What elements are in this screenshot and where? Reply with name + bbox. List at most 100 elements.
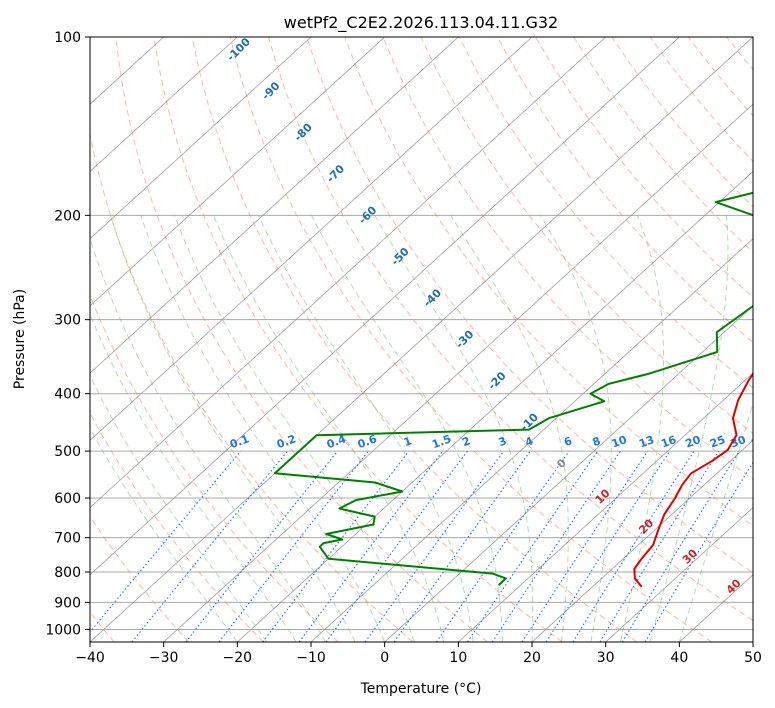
x-axis-title: Temperature (°C) bbox=[360, 681, 482, 697]
y-tick-label: 100 bbox=[54, 30, 81, 46]
mixing-ratio-label: 0.1 bbox=[228, 432, 251, 451]
moist-adiabat-line bbox=[90, 312, 297, 642]
mixing-ratio-line bbox=[491, 450, 621, 642]
x-tick-label: 10 bbox=[449, 650, 467, 666]
isotherm-line bbox=[90, 37, 753, 642]
moist-adiabat-line bbox=[110, 215, 356, 642]
mixing-ratio-label: 13 bbox=[637, 433, 656, 450]
dry-adiabat-line bbox=[90, 515, 190, 642]
x-tick-label: 50 bbox=[744, 650, 762, 666]
mixing-ratio-label: 2 bbox=[461, 434, 473, 449]
mixing-ratio-label: 25 bbox=[708, 433, 727, 450]
temperature-profile-line bbox=[633, 371, 753, 588]
isotherm-line bbox=[90, 37, 312, 240]
y-tick-label: 300 bbox=[54, 313, 81, 329]
mixing-ratio-label: 8 bbox=[591, 434, 603, 449]
isotherm-line bbox=[237, 170, 753, 642]
x-tick-label: −40 bbox=[75, 650, 105, 666]
dry-adiabat-line bbox=[115, 37, 488, 642]
isotherm-line bbox=[90, 37, 385, 307]
mixing-ratio-label: 1.5 bbox=[430, 432, 453, 451]
x-tick-label: 0 bbox=[380, 650, 389, 666]
mixing-ratio-label: 10 bbox=[610, 433, 629, 451]
isotherm-line bbox=[90, 37, 238, 172]
moist-adiabat-line bbox=[140, 215, 386, 642]
y-tick-label: 200 bbox=[54, 208, 81, 224]
x-tick-label: 30 bbox=[597, 650, 615, 666]
mixing-ratio-line bbox=[298, 450, 444, 642]
moist-adiabats bbox=[90, 215, 753, 642]
plot-area: 0.10.20.40.611.52346810131620253036-100-… bbox=[90, 37, 768, 642]
mixing-ratio-line bbox=[90, 450, 242, 633]
plot-frame bbox=[89, 36, 754, 643]
isotherm-line bbox=[310, 238, 753, 642]
mixing-ratio-line bbox=[393, 450, 531, 642]
isotherm-line bbox=[458, 372, 753, 642]
mixing-ratio-line bbox=[262, 450, 410, 642]
dry-adiabat-line bbox=[535, 37, 753, 298]
moist-adiabat-line bbox=[374, 215, 534, 642]
y-tick-label: 400 bbox=[54, 387, 81, 403]
mixing-ratio-label: 20 bbox=[684, 433, 703, 451]
mixing-ratio-line bbox=[621, 450, 740, 642]
mixing-ratio-label: 1 bbox=[402, 434, 414, 449]
x-tick-label: 20 bbox=[523, 650, 541, 666]
x-axis: −40 −30 −20 −10 0 10 20 30 40 50 bbox=[75, 642, 762, 666]
mixing-ratio-line bbox=[467, 450, 599, 642]
mixing-ratio-label: 0.6 bbox=[356, 432, 379, 451]
mixing-ratio-lines bbox=[90, 450, 753, 642]
y-tick-label: 500 bbox=[54, 444, 81, 460]
moist-adiabat-line bbox=[90, 374, 268, 642]
mixing-ratio-label: 16 bbox=[659, 433, 678, 451]
dry-adiabat-line bbox=[496, 37, 753, 344]
dry-adiabat-line bbox=[191, 37, 638, 642]
x-tick-label: −10 bbox=[296, 650, 326, 666]
y-axis-title: Pressure (hPa) bbox=[12, 289, 28, 389]
isotherm-line bbox=[90, 37, 533, 441]
moist-adiabat-line bbox=[619, 215, 664, 642]
moist-adiabat-line bbox=[90, 427, 238, 642]
dry-adiabat-line bbox=[90, 131, 414, 642]
mixing-ratio-label: 0.2 bbox=[275, 432, 298, 451]
mixing-ratio-label: 6 bbox=[562, 434, 574, 449]
x-tick-label: −30 bbox=[149, 650, 179, 666]
mixing-ratio-line bbox=[435, 450, 570, 642]
mixing-ratio-label: 4 bbox=[523, 434, 535, 449]
dry-adiabat-line bbox=[268, 37, 753, 622]
mixing-ratio-line bbox=[545, 450, 671, 642]
dry-adiabat-line bbox=[90, 412, 264, 642]
y-tick-label: 900 bbox=[54, 595, 81, 611]
mixing-ratio-label: 3 bbox=[497, 434, 509, 449]
y-tick-label: 800 bbox=[54, 565, 81, 581]
dry-adiabat-line bbox=[306, 37, 753, 574]
mixing-ratio-label: 36 bbox=[749, 433, 768, 451]
profile-series bbox=[273, 191, 753, 588]
mixing-ratio-line bbox=[185, 450, 339, 642]
isotherms bbox=[90, 37, 753, 642]
isotherm-line bbox=[163, 103, 753, 642]
moist-adiabat-line bbox=[90, 236, 327, 642]
isotherm-line bbox=[605, 507, 753, 642]
y-tick-label: 700 bbox=[54, 531, 81, 547]
dewpoint-profile-line bbox=[273, 191, 753, 586]
mixing-ratio-line bbox=[364, 450, 505, 642]
x-tick-label: −20 bbox=[223, 650, 253, 666]
dry-adiabat-line bbox=[382, 37, 753, 481]
y-axis: 100 200 300 400 500 600 700 800 900 1000 bbox=[45, 30, 90, 638]
mixing-ratio-line bbox=[131, 450, 289, 642]
y-tick-label: 600 bbox=[54, 491, 81, 507]
isotherm-line bbox=[90, 37, 606, 509]
moist-adiabat-line bbox=[450, 215, 569, 642]
x-tick-label: 40 bbox=[670, 650, 688, 666]
isotherm-line bbox=[531, 439, 753, 642]
dry-adiabat-line bbox=[229, 37, 712, 642]
moist-adiabat-line bbox=[213, 215, 445, 642]
moist-adiabat-line bbox=[257, 215, 474, 642]
isotherm-line bbox=[90, 37, 459, 374]
chart-title: wetPf2_C2E2.2026.113.04.11.G32 bbox=[284, 13, 558, 33]
mixing-ratio-label: 0.4 bbox=[325, 432, 348, 451]
y-tick-label: 1000 bbox=[45, 622, 81, 638]
isotherm-line bbox=[90, 37, 680, 576]
moist-adiabat-line bbox=[539, 215, 612, 642]
